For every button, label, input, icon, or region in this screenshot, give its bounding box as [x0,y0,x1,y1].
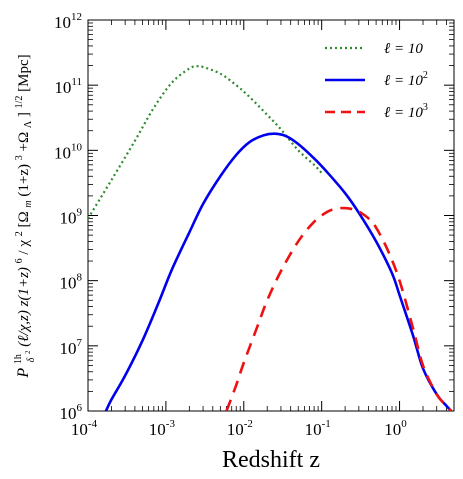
x-tick-labels: 10-4 10-3 10-2 10-1 100 [71,418,407,439]
ylabel-close: ] [16,112,32,117]
x-tick-label: 10-4 [71,418,98,439]
major-ticks [87,19,454,412]
x-tick-label: 10-3 [149,418,176,439]
x-axis-title-text: Redshift z [222,447,320,473]
y-tick-label: 1010 [54,141,83,162]
ylabel-half: 1/2 [14,96,25,109]
ylabel-paren: (1+z) [16,164,32,197]
series-line-1 [88,64,323,220]
x-tick-label: 100 [384,418,407,439]
y-axis-title: P 1h δ 2 (ℓ/χ,z) z(1+z) 6 / χ 2 [Ω m (1+… [9,54,38,378]
minor-ticks [88,20,454,411]
ylabel-six: 6 [14,258,25,263]
ylabel-two: 2 [14,231,25,236]
y-tick-label: 106 [60,402,83,423]
y-tick-labels: 106 107 108 109 1010 1011 1012 [54,11,83,423]
ylabel-p-sub: δ [26,357,37,362]
ylabel-p-subsup: 2 [24,350,32,354]
legend: ℓ = 10 ℓ = 102 ℓ = 103 [325,41,428,121]
y-tick-label: 109 [60,207,83,228]
ylabel-three: 3 [14,155,25,160]
legend-label-2: ℓ = 102 [384,70,428,89]
legend-label-3: ℓ = 103 [384,102,428,121]
y-tick-label: 1011 [54,76,82,97]
ylabel-plus: +Ω [16,132,32,152]
ylabel-slash-chi: / χ [16,240,32,255]
y-tick-label: 108 [60,272,83,293]
legend-label-1: ℓ = 10 [384,41,423,57]
ylabel-m: m [23,200,34,207]
series-line-2 [104,132,453,411]
ylabel-p-sup: 1h [13,354,24,364]
y-tick-label: 1012 [54,11,82,32]
series-line-3 [225,206,453,411]
ylabel-bracket1: [Ω [16,211,32,227]
series-layer [88,64,453,411]
x-tick-label: 10-1 [305,418,331,439]
x-tick-label: 10-2 [227,418,253,439]
ylabel-lam: Λ [23,120,34,128]
ylabel-args: (ℓ/χ,z) z(1+z) [16,267,32,347]
x-axis-title: Redshift z [222,447,320,473]
y-tick-label: 107 [60,337,83,358]
ylabel-p: P [15,368,32,379]
ylabel-units: [Mpc] [16,54,32,92]
